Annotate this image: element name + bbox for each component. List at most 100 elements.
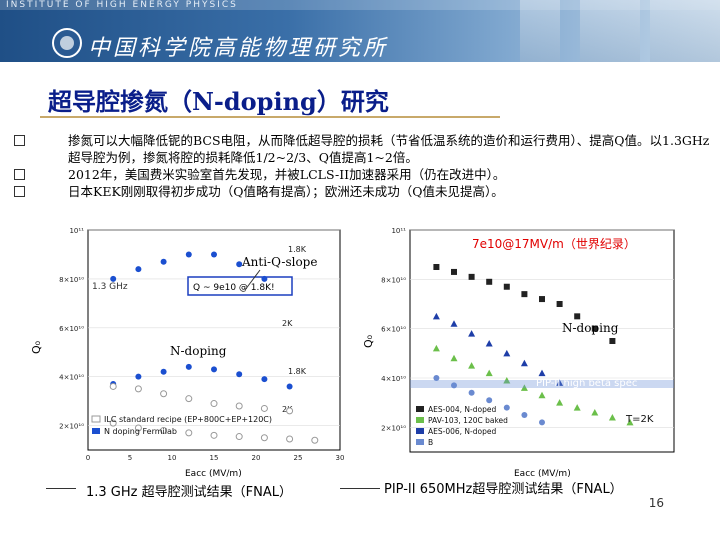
data-point bbox=[286, 435, 294, 443]
temp-label: 1.8K bbox=[288, 367, 307, 376]
data-point bbox=[185, 251, 192, 258]
y-tick-label: 2×10¹⁰ bbox=[381, 424, 406, 432]
right-figure-caption: PIP-II 650MHz超导腔测试结果（FNAL） bbox=[384, 482, 623, 497]
bullet-item: 2012年，美国费米实验室首先发现，并被LCLS-II加速器采用（仍在改进中）。 bbox=[12, 166, 712, 183]
data-point bbox=[109, 419, 117, 427]
data-point bbox=[235, 433, 243, 441]
x-tick-label: 0 bbox=[86, 454, 90, 462]
data-point bbox=[286, 407, 294, 415]
y-tick-label: 10¹¹ bbox=[391, 227, 406, 235]
ndoping-annotation: N-doping bbox=[170, 344, 227, 358]
bullet-item: 掺氮可以大幅降低铌的BCS电阻，从而降低超导腔的损耗（节省低温系统的造价和运行费… bbox=[12, 132, 712, 166]
data-point bbox=[451, 268, 457, 275]
y-axis-label: Q₀ bbox=[364, 334, 375, 348]
legend-marker bbox=[91, 415, 101, 423]
data-point bbox=[556, 399, 564, 406]
data-point bbox=[236, 261, 243, 268]
y-tick-label: 8×10¹⁰ bbox=[59, 276, 84, 284]
data-point bbox=[520, 359, 528, 367]
legend-marker bbox=[416, 428, 424, 434]
caption-divider bbox=[46, 488, 76, 489]
banner-building bbox=[520, 0, 560, 62]
data-point bbox=[486, 397, 493, 404]
annotation-arrow bbox=[244, 269, 261, 291]
data-point bbox=[503, 376, 511, 384]
data-point bbox=[450, 354, 458, 362]
left-chart: 10¹¹ 8×10¹⁰ 6×10¹⁰ 4×10¹⁰ 2×10¹⁰ 0 5 10 15 20 25 3… bbox=[30, 227, 344, 479]
left-figure-caption: 1.3 GHz 超导腔测试结果（FNAL） bbox=[86, 485, 292, 500]
y-tick-label: 4×10¹⁰ bbox=[381, 375, 406, 383]
data-point bbox=[185, 395, 193, 403]
data-point bbox=[261, 275, 268, 282]
data-point bbox=[236, 371, 243, 378]
institute-logo bbox=[52, 28, 82, 58]
legend-entry: ILC standard recipe (EP+800C+EP+120C) bbox=[104, 415, 272, 424]
q-label: Q ~ 9e10 @ 1.8K! bbox=[193, 283, 275, 293]
data-point bbox=[538, 369, 546, 377]
data-point bbox=[210, 400, 218, 408]
x-tick-label: 20 bbox=[252, 454, 261, 462]
legend-entry: PAV-103, 120C baked bbox=[428, 416, 508, 425]
temp-label: T=2K bbox=[625, 414, 654, 425]
right-chart: 10¹¹ 8×10¹⁰ 6×10¹⁰ 4×10¹⁰ 2×10¹⁰ Q₀ Eacc (MV… bbox=[364, 227, 675, 479]
data-point bbox=[235, 402, 243, 410]
data-point bbox=[591, 409, 599, 416]
data-point bbox=[521, 291, 528, 298]
data-point bbox=[160, 390, 168, 398]
data-point bbox=[211, 366, 217, 373]
data-point bbox=[486, 278, 493, 285]
data-point bbox=[185, 429, 193, 437]
data-point bbox=[432, 344, 440, 352]
data-point bbox=[521, 412, 528, 418]
banner-building bbox=[580, 0, 640, 62]
x-axis-label: Eacc (MV/m) bbox=[514, 469, 571, 479]
legend-entry: AES-006, N-doped bbox=[428, 427, 496, 436]
y-axis-label: Q₀ bbox=[30, 340, 43, 354]
data-point bbox=[135, 266, 142, 273]
y-tick-label: 6×10¹⁰ bbox=[381, 326, 406, 334]
y-tick-label: 4×10¹⁰ bbox=[59, 374, 84, 382]
data-point bbox=[286, 383, 293, 390]
data-point bbox=[556, 301, 563, 307]
bullet-text: 掺氮可以大幅降低铌的BCS电阻，从而降低超导腔的损耗（节省低温系统的造价和运行费… bbox=[68, 133, 710, 165]
x-tick-label: 5 bbox=[128, 454, 132, 462]
data-point bbox=[134, 385, 142, 393]
header-banner: INSTITUTE OF HIGH ENERGY PHYSICS 中国科学院高能… bbox=[0, 0, 720, 62]
data-point bbox=[573, 404, 581, 411]
data-point bbox=[134, 424, 142, 432]
data-point bbox=[468, 273, 475, 280]
data-point bbox=[468, 389, 475, 396]
data-point bbox=[626, 418, 634, 426]
bullet-text: 日本KEK刚刚取得初步成功（Q值略有提高）；欧洲还未成功（Q值未见提高）。 bbox=[68, 184, 504, 199]
data-point bbox=[450, 320, 458, 327]
spec-label: PIP-II high beta spec bbox=[536, 378, 637, 389]
data-point bbox=[109, 382, 117, 390]
institute-name-cn: 中国科学院高能物理研究所 bbox=[88, 36, 389, 61]
data-point bbox=[451, 382, 457, 389]
data-point bbox=[609, 338, 616, 344]
legend-marker bbox=[416, 439, 424, 445]
caption-divider bbox=[340, 488, 380, 489]
data-point bbox=[110, 275, 117, 282]
data-point bbox=[538, 391, 546, 399]
data-point bbox=[485, 339, 493, 347]
data-point bbox=[432, 312, 440, 320]
bullet-list: 掺氮可以大幅降低铌的BCS电阻，从而降低超导腔的损耗（节省低温系统的造价和运行费… bbox=[12, 132, 712, 200]
banner-stripe bbox=[0, 0, 720, 10]
data-point bbox=[503, 349, 511, 357]
legend: AES-004, N-doped PAV-103, 120C baked AES… bbox=[416, 405, 508, 447]
x-tick-label: 10 bbox=[168, 454, 177, 462]
data-point bbox=[503, 404, 510, 411]
data-point bbox=[539, 296, 545, 303]
ndoping-annotation: N-doping bbox=[562, 321, 619, 335]
data-point bbox=[520, 384, 528, 391]
spec-band bbox=[410, 380, 674, 388]
data-point bbox=[574, 313, 581, 320]
data-point bbox=[261, 376, 268, 383]
x-tick-label: 25 bbox=[294, 454, 303, 462]
data-point bbox=[211, 251, 217, 258]
y-tick-label: 2×10¹⁰ bbox=[59, 423, 84, 431]
data-point bbox=[311, 436, 319, 444]
data-point bbox=[485, 369, 493, 377]
data-point bbox=[608, 413, 616, 421]
